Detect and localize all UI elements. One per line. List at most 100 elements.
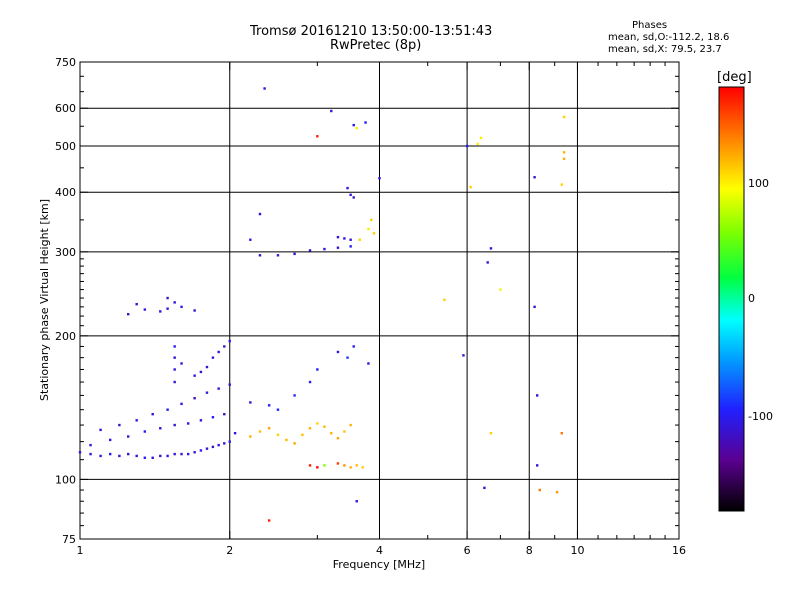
- data-point: [533, 305, 536, 309]
- data-point: [355, 126, 358, 130]
- chart-title: Tromsø 20161210 13:50:00-13:51:43: [250, 24, 493, 39]
- chart-subtitle: RwPretec (8p): [330, 38, 422, 53]
- data-point: [108, 452, 112, 456]
- data-point: [560, 431, 563, 435]
- data-point: [186, 422, 190, 425]
- colorbar-tick-minus100: -100: [748, 410, 773, 423]
- data-point: [166, 454, 169, 458]
- data-point: [316, 368, 319, 371]
- data-point: [173, 356, 176, 359]
- data-point: [249, 238, 252, 241]
- data-point: [193, 451, 196, 454]
- data-point: [352, 123, 355, 127]
- colorbar-tick-0: 0: [748, 292, 755, 305]
- data-point: [217, 443, 220, 447]
- y-tick-label: 100: [55, 473, 76, 486]
- data-point: [343, 464, 346, 467]
- axis-ticks: [79, 61, 680, 540]
- x-tick-labels: 1 2 4 6 8 10 16: [77, 544, 687, 557]
- data-point: [217, 350, 220, 354]
- data-point: [143, 456, 147, 459]
- data-point: [358, 238, 361, 241]
- data-point: [349, 423, 352, 427]
- data-point: [443, 298, 446, 301]
- data-point: [479, 136, 483, 140]
- data-point: [465, 144, 469, 148]
- y-tick-labels: 75 100 200 300 400 500 600 750: [55, 56, 76, 546]
- data-point: [330, 109, 333, 113]
- data-point: [199, 370, 203, 374]
- data-point: [108, 438, 112, 442]
- x-tick-label: 8: [526, 544, 533, 557]
- colorbar-unit: [deg]: [717, 70, 752, 85]
- data-point: [364, 121, 367, 124]
- data-point: [228, 339, 231, 343]
- x-tick-label: 16: [672, 544, 686, 557]
- data-point: [316, 466, 319, 469]
- data-point: [476, 142, 479, 146]
- data-point: [211, 445, 215, 449]
- y-tick-label: 300: [55, 246, 76, 259]
- data-point: [276, 433, 280, 437]
- data-point: [205, 365, 209, 369]
- data-point: [555, 491, 559, 494]
- data-point: [118, 423, 121, 427]
- data-point: [343, 430, 346, 433]
- data-point: [249, 435, 252, 438]
- data-point: [228, 440, 231, 443]
- data-point: [489, 247, 493, 250]
- y-tick-label: 75: [62, 533, 76, 546]
- data-point: [267, 404, 271, 407]
- data-point: [378, 177, 381, 180]
- x-tick-label: 6: [464, 544, 471, 557]
- data-point: [78, 451, 82, 454]
- data-point: [336, 235, 340, 239]
- data-point: [285, 438, 288, 442]
- colorbar: [718, 86, 745, 512]
- data-point: [135, 302, 138, 306]
- y-tick-label: 200: [55, 330, 76, 343]
- y-tick-label: 500: [55, 140, 76, 153]
- data-point: [349, 238, 352, 241]
- y-tick-label: 600: [55, 102, 76, 115]
- data-point: [308, 380, 312, 384]
- data-point: [199, 449, 203, 452]
- data-point: [143, 308, 147, 311]
- data-point: [469, 185, 472, 189]
- data-point: [249, 401, 252, 404]
- data-point: [562, 115, 566, 119]
- data-point: [323, 247, 326, 251]
- x-tick-label: 10: [570, 544, 584, 557]
- data-point: [166, 307, 169, 310]
- data-point: [186, 452, 190, 456]
- data-point: [173, 380, 176, 384]
- data-point: [462, 354, 465, 357]
- data-point: [166, 408, 169, 411]
- data-point: [536, 464, 539, 467]
- data-point: [352, 196, 355, 199]
- grid-lines: [80, 62, 679, 539]
- data-point: [361, 466, 364, 469]
- data-point: [173, 452, 176, 456]
- data-point: [263, 87, 266, 90]
- data-point: [267, 519, 271, 522]
- data-point: [258, 254, 262, 257]
- x-tick-label: 2: [226, 544, 233, 557]
- data-point: [336, 350, 340, 354]
- data-point: [180, 402, 183, 406]
- data-point: [159, 310, 162, 313]
- data-point: [323, 425, 326, 428]
- data-point: [562, 151, 566, 154]
- data-point: [118, 454, 121, 458]
- data-point: [346, 186, 349, 190]
- data-point: [486, 261, 489, 264]
- data-point: [228, 383, 231, 386]
- y-axis-label: Stationary phase Virtual Height [km]: [38, 199, 51, 401]
- data-point: [323, 464, 326, 467]
- data-point: [193, 309, 196, 312]
- data-point: [180, 305, 183, 309]
- data-point: [217, 387, 220, 390]
- data-point: [99, 454, 102, 458]
- data-point: [135, 454, 138, 458]
- data-point: [489, 431, 493, 435]
